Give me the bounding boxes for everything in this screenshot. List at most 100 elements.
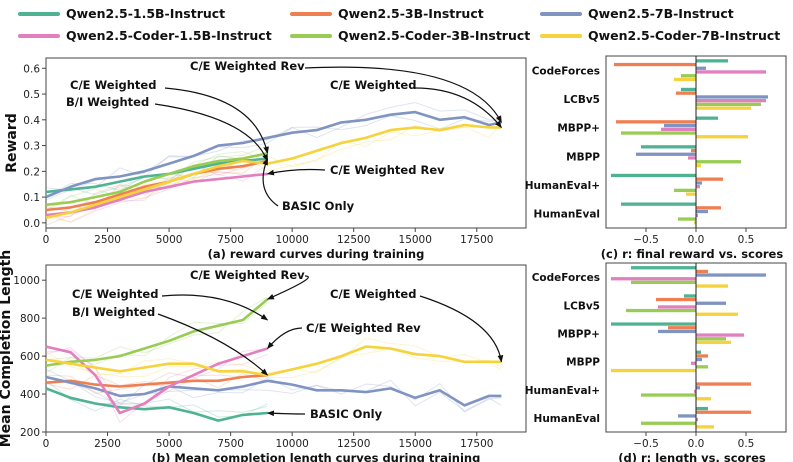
category-label: LCBv5 <box>563 300 600 312</box>
x-tick-label: 0.0 <box>688 234 705 246</box>
annotation-arrow <box>266 410 306 417</box>
correlation-bar <box>676 91 696 95</box>
correlation-bar <box>696 95 768 99</box>
correlation-bar <box>696 269 708 274</box>
y-tick-label: 0.0 <box>23 218 40 230</box>
legend: Qwen2.5-1.5B-Instruct Qwen2.5-3B-Instruct… <box>18 6 780 43</box>
legend-label: Qwen2.5-1.5B-Instruct <box>66 6 225 21</box>
series-line <box>45 298 269 367</box>
correlation-bar <box>696 410 751 414</box>
legend-label: Qwen2.5-Coder-7B-Instruct <box>588 28 780 43</box>
annotation-arrow <box>266 168 326 176</box>
correlation-bar <box>696 106 751 110</box>
annotation-arrow <box>161 294 269 321</box>
correlation-bar <box>691 361 696 365</box>
x-tick-label: 5000 <box>156 438 183 450</box>
length-curves-panel: 0 2500 5000 7500 10000 12500 15000 17500 200 400 6… <box>0 250 527 462</box>
correlation-bar <box>696 213 698 217</box>
y-tick-label: 600 <box>20 351 40 363</box>
correlation-bar <box>626 308 696 313</box>
correlation-bar <box>668 326 696 330</box>
correlation-bar <box>696 340 731 344</box>
series-line <box>45 110 502 199</box>
plot-frame <box>45 264 527 433</box>
correlation-bar <box>696 386 700 390</box>
correlation-bar <box>674 188 696 192</box>
correlation-bar <box>686 192 696 196</box>
background-trace <box>45 348 502 378</box>
annotation-arrow <box>304 66 502 124</box>
x-tick-label: 7500 <box>217 438 244 450</box>
correlation-bar <box>696 102 761 106</box>
annotation-arrow <box>154 103 269 162</box>
category-label: HumanEval <box>534 209 600 221</box>
correlation-bar <box>611 277 696 281</box>
category-label: CodeForces <box>532 65 600 77</box>
x-tick-label: 17500 <box>460 234 493 246</box>
correlation-bar <box>696 357 702 362</box>
correlation-bar <box>696 425 714 429</box>
y-tick-label: 0.1 <box>23 192 40 204</box>
background-trace <box>45 387 268 418</box>
correlation-bar <box>696 185 700 189</box>
category-label: HumanEval <box>534 413 600 425</box>
correlation-bar <box>696 160 741 164</box>
y-tick-label: 0.2 <box>23 166 40 178</box>
y-axis-label: Reward <box>4 113 20 173</box>
correlation-bar <box>696 66 706 70</box>
correlation-bar <box>696 59 728 63</box>
correlation-bar <box>696 354 708 358</box>
background-trace <box>45 115 502 201</box>
correlation-bar <box>696 333 744 337</box>
x-tick-label: 2500 <box>94 234 121 246</box>
correlation-bar <box>694 221 696 225</box>
correlation-bar <box>641 421 696 425</box>
correlation-bar <box>661 127 696 131</box>
annotation-arrow <box>419 295 504 363</box>
correlation-bar <box>696 99 766 103</box>
y-tick-label: 0.4 <box>23 115 40 127</box>
correlation-bar <box>614 62 696 67</box>
legend-label: Qwen2.5-3B-Instruct <box>338 6 484 21</box>
correlation-bar <box>658 329 696 334</box>
series-line <box>45 373 268 388</box>
correlation-bar <box>696 163 701 168</box>
correlation-bar <box>684 294 696 298</box>
panel-caption: (a) reward curves during training <box>208 247 425 261</box>
correlation-bar <box>696 206 721 210</box>
length-correlation-panel: CodeForces LCBv5 MBPP+ MBPP HumanEval+ HumanE… <box>525 262 787 462</box>
annotation-label: BASIC Only <box>282 199 355 213</box>
correlation-bar <box>696 273 766 277</box>
annotation-label: C/E Weighted <box>330 287 416 301</box>
category-label: MBPP <box>566 151 600 163</box>
annotation-arrow <box>164 87 269 155</box>
panel-caption: (b) Mean completion length curves during… <box>152 451 481 462</box>
correlation-bar <box>681 74 696 78</box>
panel-caption: (c) r: final reward vs. scores <box>601 247 784 261</box>
correlation-bar <box>678 217 696 221</box>
correlation-bar <box>636 152 696 156</box>
y-tick-label: 0.5 <box>23 89 40 101</box>
x-tick-label: 0 <box>43 438 50 450</box>
correlation-bar <box>696 301 726 305</box>
y-tick-label: 1000 <box>13 275 40 287</box>
background-trace <box>45 349 268 407</box>
reward-correlation-panel: CodeForces LCBv5 MBPP+ MBPP HumanEval+ HumanE… <box>525 55 787 261</box>
series-line <box>45 387 268 422</box>
series-line <box>45 123 502 219</box>
x-tick-label: 0.5 <box>738 438 755 450</box>
correlation-bar <box>664 123 696 128</box>
x-tick-label: 5000 <box>156 234 183 246</box>
annotation-label: C/E Weighted <box>330 78 416 92</box>
correlation-bar <box>694 389 696 394</box>
correlation-bar <box>688 156 696 160</box>
annotation-label: C/E Weighted Rev <box>190 268 305 282</box>
correlation-bar <box>696 135 748 139</box>
panel-caption: (d) r: length vs. scores <box>618 451 766 462</box>
correlation-bar <box>696 177 723 181</box>
category-label: HumanEval+ <box>525 385 600 397</box>
correlation-bar <box>658 305 696 309</box>
x-tick-label: 12500 <box>337 438 370 450</box>
category-label: MBPP+ <box>557 123 600 135</box>
category-label: MBPP <box>566 357 600 369</box>
